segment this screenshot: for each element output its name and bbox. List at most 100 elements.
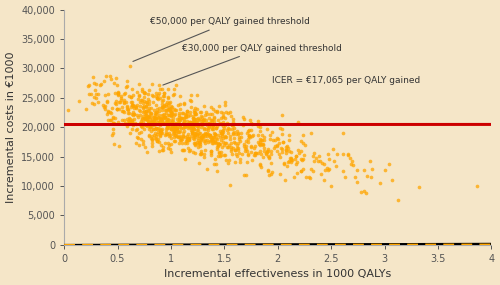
Point bbox=[128, 103, 136, 108]
Point bbox=[132, 122, 140, 126]
Point bbox=[204, 139, 212, 144]
Point bbox=[180, 125, 188, 129]
Point bbox=[146, 111, 154, 115]
Point bbox=[168, 105, 176, 110]
Point bbox=[201, 141, 209, 146]
Point bbox=[135, 143, 143, 147]
Point bbox=[172, 116, 180, 121]
Point bbox=[187, 99, 195, 104]
Point bbox=[128, 86, 136, 91]
Point bbox=[156, 134, 164, 139]
Point bbox=[92, 92, 100, 97]
Point bbox=[129, 102, 137, 107]
Point bbox=[175, 117, 183, 121]
Point bbox=[130, 112, 138, 116]
Point bbox=[175, 121, 183, 126]
Point bbox=[119, 109, 127, 113]
Point bbox=[264, 154, 272, 158]
Point bbox=[103, 99, 111, 104]
Point bbox=[229, 120, 237, 124]
Point bbox=[122, 117, 130, 121]
Point bbox=[170, 139, 178, 143]
Point bbox=[214, 124, 222, 129]
Point bbox=[156, 123, 164, 127]
Point bbox=[283, 144, 291, 148]
Point bbox=[199, 132, 207, 137]
Point bbox=[185, 138, 193, 142]
Point bbox=[120, 91, 128, 96]
Point bbox=[76, 99, 84, 103]
Point bbox=[112, 116, 120, 121]
Point bbox=[170, 133, 178, 137]
Point bbox=[184, 138, 192, 142]
Point bbox=[275, 141, 283, 145]
Point bbox=[195, 118, 203, 122]
Point bbox=[203, 112, 211, 117]
Point bbox=[161, 115, 169, 119]
Point bbox=[128, 99, 136, 104]
Point bbox=[287, 156, 295, 161]
Point bbox=[240, 172, 248, 177]
Point bbox=[158, 87, 166, 92]
Point bbox=[202, 138, 210, 142]
Point bbox=[174, 112, 182, 117]
Point bbox=[134, 97, 142, 102]
Point bbox=[177, 138, 185, 142]
Point bbox=[218, 132, 226, 137]
Point bbox=[240, 144, 248, 149]
Point bbox=[170, 124, 178, 129]
Point bbox=[329, 147, 337, 151]
Point bbox=[123, 78, 131, 83]
Point bbox=[174, 122, 182, 127]
Point bbox=[107, 77, 115, 81]
Point bbox=[154, 110, 162, 114]
Point bbox=[129, 113, 137, 117]
Point bbox=[190, 127, 198, 131]
Point bbox=[217, 122, 225, 126]
Point bbox=[167, 111, 175, 116]
Point bbox=[129, 123, 137, 127]
Point bbox=[158, 113, 166, 118]
Point bbox=[152, 112, 160, 116]
Point bbox=[170, 131, 178, 135]
Point bbox=[172, 108, 179, 113]
Point bbox=[132, 104, 140, 109]
Point bbox=[142, 117, 150, 121]
Point bbox=[179, 126, 187, 131]
Point bbox=[136, 109, 144, 113]
Point bbox=[142, 102, 150, 106]
Point bbox=[110, 121, 118, 125]
Point bbox=[218, 129, 226, 133]
Point bbox=[152, 134, 160, 139]
Point bbox=[108, 120, 116, 125]
Point bbox=[236, 156, 244, 161]
Point bbox=[244, 133, 252, 138]
Point bbox=[316, 159, 324, 164]
Point bbox=[194, 135, 202, 140]
Point bbox=[160, 103, 168, 107]
Point bbox=[208, 123, 216, 127]
Point bbox=[267, 149, 275, 154]
Point bbox=[218, 128, 226, 132]
Point bbox=[141, 112, 149, 117]
Point bbox=[162, 141, 170, 145]
Point bbox=[124, 119, 132, 123]
Point bbox=[212, 109, 220, 114]
Point bbox=[204, 121, 212, 125]
Point bbox=[224, 131, 232, 135]
Point bbox=[244, 134, 252, 138]
Point bbox=[148, 138, 156, 142]
Point bbox=[256, 137, 264, 141]
Point bbox=[167, 118, 175, 122]
Point bbox=[264, 148, 272, 153]
Point bbox=[92, 82, 100, 86]
Point bbox=[124, 105, 132, 109]
Point bbox=[198, 135, 205, 139]
Point bbox=[294, 120, 302, 125]
Point bbox=[144, 99, 152, 104]
Point bbox=[166, 111, 174, 116]
Point bbox=[172, 83, 180, 88]
Point bbox=[296, 148, 304, 153]
Point bbox=[183, 141, 191, 145]
Point bbox=[148, 135, 156, 140]
